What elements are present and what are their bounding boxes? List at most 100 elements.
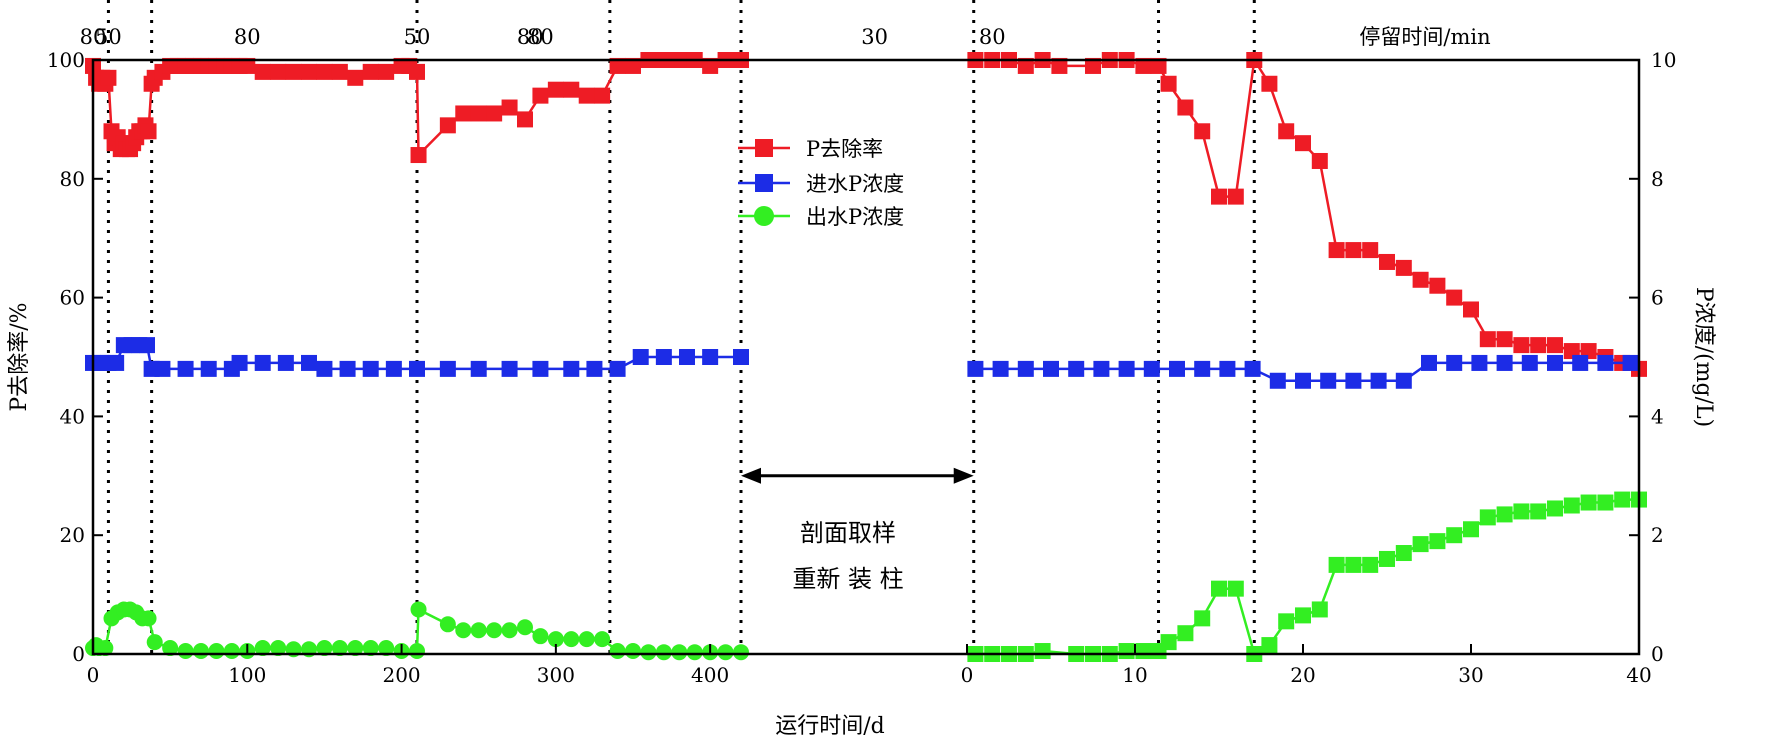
series-1-seg2-point-24: [1572, 354, 1589, 371]
series-0-seg2-point-27: [1429, 277, 1446, 294]
series-3-seg2-point-34: [1547, 500, 1563, 517]
series-1-seg2-point-22: [1521, 354, 1538, 371]
residence-time-7: 80: [979, 25, 1006, 49]
y-right-tick-label-0: 0: [1651, 642, 1664, 666]
x-tick-label-1-1: 10: [1122, 663, 1147, 687]
series-1-seg2-point-6: [1118, 360, 1135, 377]
axes-layer: [91, 58, 1641, 656]
series-3-seg2-point-38: [1614, 491, 1631, 508]
series-1-seg2-point-23: [1547, 354, 1563, 371]
series-1-seg2-point-12: [1269, 372, 1286, 389]
series-2-seg1-point-24: [347, 640, 364, 657]
series-1-seg1-point-16: [301, 354, 317, 371]
series-0-seg1-point-56: [594, 87, 611, 104]
series-2-seg1-point-30: [439, 616, 456, 633]
legend-label-influent: 进水P浓度: [806, 172, 904, 196]
y-right-tick-label-5: 10: [1651, 48, 1676, 72]
series-1-seg2-point-13: [1295, 372, 1311, 389]
series-2-seg1-point-10: [140, 610, 157, 627]
series-2-seg1-point-44: [655, 644, 672, 661]
series-0-seg2-point-10: [1150, 57, 1167, 74]
series-1-seg1-point-15: [277, 354, 294, 371]
series-0-seg2-point-6: [1085, 57, 1101, 74]
series-1-seg2-point-3: [1043, 360, 1059, 377]
x-tick-label-1-2: 20: [1290, 663, 1315, 687]
series-2-seg1-point-18: [254, 640, 271, 657]
series-3-seg2-point-20: [1311, 601, 1328, 618]
series-3-seg2-point-4: [1034, 643, 1051, 660]
series-2-seg1-point-45: [671, 644, 688, 661]
series-1-seg2-point-4: [1068, 360, 1085, 377]
series-2-seg1-point-11: [146, 634, 163, 651]
series-0-seg1-point-34: [270, 63, 287, 80]
series-0-seg1-point-18: [140, 123, 157, 140]
series-2-seg1-point-23: [331, 640, 348, 657]
series-2-seg1-point-35: [517, 619, 533, 636]
series-0-seg2-point-31: [1496, 331, 1513, 348]
series-3-seg2-line: [975, 498, 1639, 656]
series-1-seg1-point-13: [231, 354, 248, 371]
legend-marker-removal: [755, 139, 773, 157]
series-3-seg2-point-28: [1446, 527, 1463, 544]
series-0-seg1-point-33: [254, 63, 271, 80]
series-3-seg2-point-26: [1412, 536, 1429, 553]
series-0-seg1-point-45: [410, 147, 427, 164]
annotation-arrow-left-head: [741, 467, 761, 484]
series-2-seg1-point-38: [563, 631, 580, 648]
series-3-seg2-point-13: [1194, 610, 1211, 627]
series-2-seg1-point-16: [223, 643, 240, 660]
series-0-seg1-point-38: [331, 63, 348, 80]
series-2-seg1-point-48: [717, 644, 734, 661]
y-left-tick-label-5: 100: [47, 48, 85, 72]
y-left-tick-label-0: 0: [72, 642, 85, 666]
series-0-seg2-point-23: [1362, 242, 1379, 259]
series-2-seg1-point-25: [362, 640, 379, 657]
series-2-seg1-point-40: [594, 631, 611, 648]
series-1-seg1-point-3: [108, 354, 125, 371]
series-0-seg2-point-19: [1295, 135, 1311, 152]
y-left-tick-label-1: 20: [60, 523, 85, 547]
x-tick-label-1-3: 30: [1458, 663, 1483, 687]
series-0-seg1-point-5: [100, 69, 117, 86]
series-0-seg2-point-21: [1328, 242, 1345, 259]
series-0-seg1-point-47: [455, 105, 472, 122]
series-0-seg1-point-32: [239, 57, 256, 74]
series-0-seg1-point-37: [316, 63, 333, 80]
residence-time-1: 50: [95, 25, 122, 49]
y-right-tick-label-2: 4: [1651, 404, 1664, 428]
series-3-seg2-point-18: [1278, 613, 1295, 630]
series-1-seg1-point-22: [439, 360, 456, 377]
series-1-seg2-point-8: [1169, 360, 1185, 377]
series-0-seg1-point-40: [362, 63, 379, 80]
series-2-seg1-point-42: [625, 643, 641, 660]
series-1-seg2-point-20: [1471, 354, 1488, 371]
series-1-seg2-point-9: [1194, 360, 1211, 377]
series-0-seg2-point-24: [1379, 253, 1395, 270]
stage-boundary-layer: [106, 0, 1256, 654]
series-3-seg2-point-17: [1261, 637, 1278, 654]
series-1-seg1-point-23: [470, 360, 487, 377]
series-1-seg1-point-14: [254, 354, 271, 371]
x-tick-label-0-1: 100: [228, 663, 266, 687]
series-3-seg2-point-9: [1135, 643, 1152, 660]
residence-time-5: 80: [517, 25, 544, 49]
y-right-tick-label-4: 8: [1651, 167, 1664, 191]
y-axis-right-title: P浓度/(mg/L): [1691, 287, 1716, 427]
y-left-tick-label-3: 60: [60, 286, 85, 310]
plot-frame: [91, 58, 1641, 656]
x-tick-label-0-0: 0: [87, 663, 100, 687]
series-0-seg2-point-11: [1160, 75, 1177, 92]
series-1-seg1-point-30: [655, 349, 672, 365]
x-tick-label-0-2: 200: [382, 663, 420, 687]
series-0-seg1-point-49: [486, 105, 503, 122]
series-0-seg1-point-41: [378, 63, 395, 80]
series-0-seg2-point-18: [1278, 123, 1295, 140]
series-3-seg2-point-12: [1177, 625, 1194, 642]
series-0-seg2-point-32: [1513, 337, 1530, 354]
series-0-seg1-point-63: [702, 57, 719, 74]
y-left-tick-label-4: 80: [60, 167, 85, 191]
series-1-seg2-point-18: [1421, 354, 1437, 371]
series-1-seg2-point-2: [1017, 360, 1034, 377]
series-2-seg1-point-37: [547, 631, 564, 648]
series-2-seg1-point-33: [486, 622, 503, 639]
